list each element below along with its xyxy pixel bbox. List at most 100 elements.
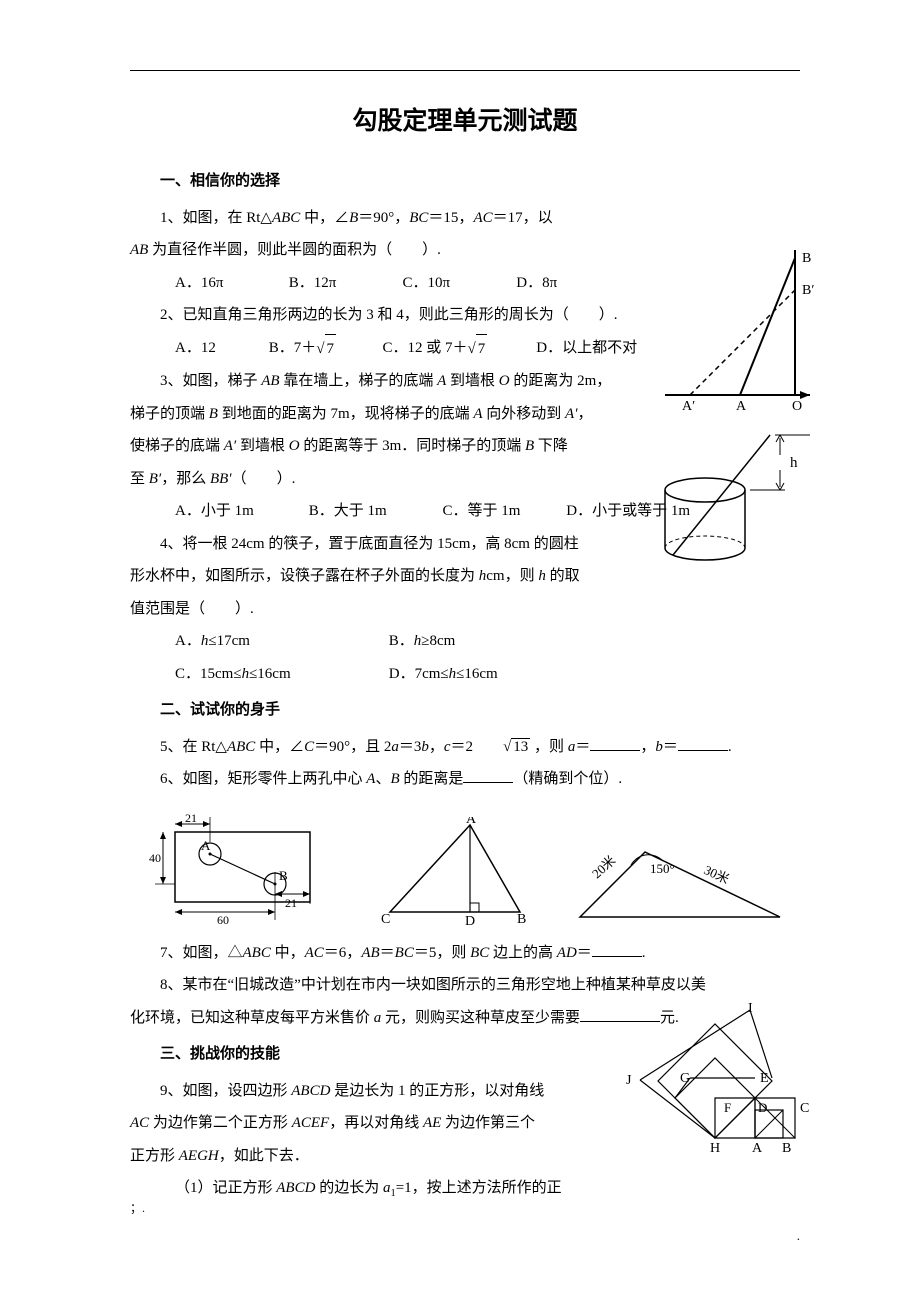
q4-optC: C．15cm≤h≤16cm — [175, 660, 385, 689]
q5-vb2: b — [655, 739, 663, 755]
fig6a-B: B — [279, 868, 288, 883]
q2-optB-pre: B．7＋ — [269, 334, 317, 363]
q1-optD: D．8π — [516, 269, 557, 298]
page: . 勾股定理单元测试题 一、相信你的选择 1、如图，在 Rt△ABC 中，∠B＝… — [0, 0, 920, 1258]
q3-B2: B — [525, 438, 534, 454]
q1-t4: ＝15， — [428, 210, 473, 226]
q3-l4a: 至 — [130, 471, 149, 487]
fig3-A: A — [736, 399, 747, 410]
q4-optD: D．7cm≤h≤16cm — [389, 660, 498, 689]
q3-l2d: ， — [578, 406, 593, 422]
fig9-F: F — [724, 1100, 731, 1115]
q1-t3: ＝90°， — [358, 210, 409, 226]
q9-ABCD: ABCD — [291, 1083, 330, 1099]
q7-a: 7、如图，△ — [160, 945, 243, 961]
q5-g: ，则 — [530, 739, 568, 755]
q5-h: ＝ — [575, 739, 590, 755]
q9-s1c: =1，按上述方法所作的正 — [396, 1180, 562, 1196]
fig6b-C: C — [381, 912, 390, 927]
fig9-J: J — [626, 1073, 632, 1088]
fig9-A: A — [752, 1141, 763, 1156]
q4-optA-pre: A． — [175, 627, 201, 656]
q7-AD: AD — [557, 945, 577, 961]
q8-l2a: 化环境，已知这种草皮每平方米售价 — [130, 1010, 374, 1026]
fig6a-A: A — [201, 838, 211, 853]
q7-AC: AC — [305, 945, 324, 961]
fig4-h: h — [790, 455, 798, 471]
q4-optA: A．h≤17cm — [175, 627, 385, 656]
fig9-C: C — [800, 1101, 809, 1116]
corner-dot: . — [797, 1228, 800, 1244]
q7-g: ＝ — [577, 945, 592, 961]
q7-d: ＝ — [380, 945, 395, 961]
fig9-I: I — [748, 1001, 753, 1016]
q1-t5: ＝17，以 — [493, 210, 553, 226]
q7-b: 中， — [271, 945, 305, 961]
q6-B: B — [390, 771, 399, 787]
fig6b-B: B — [517, 912, 526, 927]
figure-q3: B B′ A′ A O — [660, 250, 820, 415]
q3-O2: O — [289, 438, 300, 454]
q5-vb: b — [421, 739, 429, 755]
q8-l2b: 元，则购买这种草皮至少需要 — [381, 1010, 580, 1026]
q3-optC: C．等于 1m — [443, 497, 563, 526]
q5-va: a — [391, 739, 399, 755]
q1-optA: A．16π — [175, 269, 285, 298]
q3-Bp: B′ — [149, 471, 161, 487]
q4-optA-post: ≤17cm — [208, 627, 250, 656]
q5-ABC: ABC — [227, 739, 255, 755]
q3-A: A — [437, 373, 446, 389]
q2-optC: C．12 或 7＋√7 — [383, 334, 533, 364]
q1-t1: 1、如图，在 Rt△ — [160, 210, 272, 226]
q2-optD: D．以上都不对 — [536, 334, 637, 363]
q7-f: 边上的高 — [489, 945, 557, 961]
q7-e: ＝5，则 — [414, 945, 470, 961]
q4-l2a: 形水杯中，如图所示，设筷子露在杯子外面的长度为 — [130, 568, 479, 584]
fig3-Bp: B′ — [802, 283, 814, 298]
q1-AB: AB — [130, 242, 148, 258]
q4-h2: h — [538, 568, 546, 584]
q1-line1: 1、如图，在 Rt△ABC 中，∠B＝90°，BC＝15，AC＝17，以 — [130, 204, 800, 233]
q3-AB: AB — [261, 373, 279, 389]
q1-t2: 中，∠ — [300, 210, 349, 226]
q4-options-row2: C．15cm≤h≤16cm D．7cm≤h≤16cm — [175, 660, 800, 689]
q7-AB: AB — [361, 945, 379, 961]
q3-l2b: 到地面的距离为 7m，现将梯子的底端 — [218, 406, 473, 422]
fig9-H: H — [710, 1141, 720, 1156]
q4-optD-h: h — [449, 660, 457, 689]
q5-rad: 13 — [511, 738, 530, 755]
q6-a: 6、如图，矩形零件上两孔中心 — [160, 771, 366, 787]
q5-k: . — [728, 739, 732, 755]
fig6a-21b: 21 — [285, 896, 297, 910]
q3-l4c: （ ）. — [232, 471, 296, 487]
q7-blank — [592, 941, 642, 957]
section1-heading: 一、相信你的选择 — [160, 167, 800, 196]
figure-q4: h — [650, 430, 820, 575]
q5-i: ， — [640, 739, 655, 755]
q3-B: B — [209, 406, 218, 422]
q9-AC: AC — [130, 1115, 149, 1131]
q4-optA-h: h — [201, 627, 209, 656]
sqrt-icon: √7 — [468, 334, 488, 364]
q2-optB-rad: 7 — [325, 334, 337, 364]
top-rule — [130, 70, 800, 71]
q9-l2b: ，再以对角线 — [329, 1115, 423, 1131]
q1-optC: C．10π — [403, 269, 513, 298]
fig9-D: D — [758, 1100, 767, 1115]
q7-BC2: BC — [470, 945, 489, 961]
q1-BC: BC — [409, 210, 428, 226]
q3-l3d: 下降 — [534, 438, 568, 454]
q6: 6、如图，矩形零件上两孔中心 A、B 的距离是（精确到个位）. — [130, 765, 800, 794]
nested-squares-diagram-icon: I J G E F D C H A B — [620, 1000, 820, 1160]
q6-blank — [463, 767, 513, 783]
q9-l3a: 正方形 — [130, 1148, 179, 1164]
rect-part-diagram-icon: 21 40 60 21 A B — [145, 812, 345, 927]
q7-c: ＝6， — [324, 945, 362, 961]
q5: 5、在 Rt△ABC 中，∠C＝90°，且 2a＝3b，c＝2√13 ，则 a＝… — [130, 733, 800, 762]
q7-h: . — [642, 945, 646, 961]
q4-l2b: cm，则 — [486, 568, 538, 584]
q1-AC: AC — [473, 210, 492, 226]
q1-l2: 为直径作半圆，则此半圆的面积为（ ）. — [148, 242, 441, 258]
fig6a-40: 40 — [149, 851, 161, 865]
q9-s1b: 的边长为 — [315, 1180, 383, 1196]
